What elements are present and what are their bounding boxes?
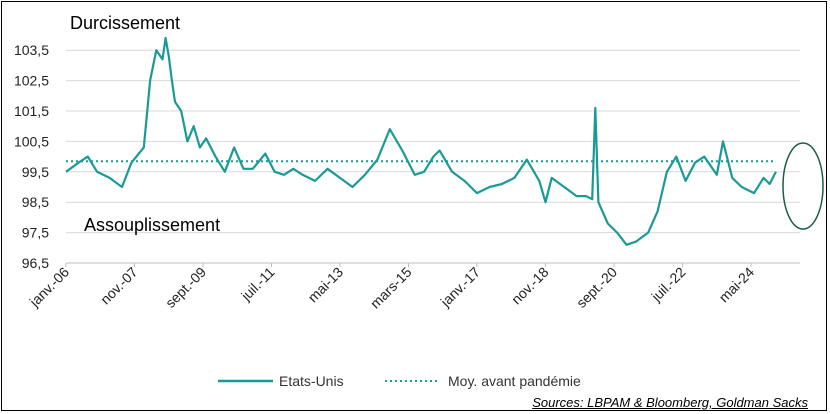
legend-label-etats-unis: Etats-Unis <box>279 373 344 389</box>
x-tick-label: nov.-18 <box>508 264 552 308</box>
source-note: Sources: LBPAM & Bloomberg, Goldman Sack… <box>532 395 808 410</box>
y-tick-label: 100,5 <box>14 133 49 149</box>
x-tick-label: mai-13 <box>305 264 347 306</box>
y-tick-label: 99,5 <box>22 164 49 180</box>
x-tick-label: juil.-22 <box>647 264 688 305</box>
y-tick-label: 97,5 <box>22 225 49 241</box>
legend-label-moy-avant-pandemie: Moy. avant pandémie <box>448 373 581 389</box>
x-tick-label: juil.-11 <box>237 264 278 305</box>
annotation-durcissement: Durcissement <box>70 13 180 33</box>
y-tick-label: 98,5 <box>22 194 49 210</box>
y-tick-label: 102,5 <box>14 73 49 89</box>
x-tick-label: janv.-17 <box>437 264 484 311</box>
x-tick-label: sept.-09 <box>162 264 209 311</box>
y-tick-label: 103,5 <box>14 42 49 58</box>
y-tick-label: 96,5 <box>22 255 49 271</box>
x-tick-label: mars-15 <box>367 264 415 312</box>
highlight-ellipse <box>782 142 824 230</box>
x-tick-label: nov.-07 <box>97 264 141 308</box>
series-line-etats-unis <box>65 36 777 246</box>
annotation-assouplissement: Assouplissement <box>84 215 220 235</box>
y-tick-label: 101,5 <box>14 103 49 119</box>
x-tick-label: sept.-20 <box>573 264 620 311</box>
x-tick-label: mai-24 <box>716 264 758 306</box>
